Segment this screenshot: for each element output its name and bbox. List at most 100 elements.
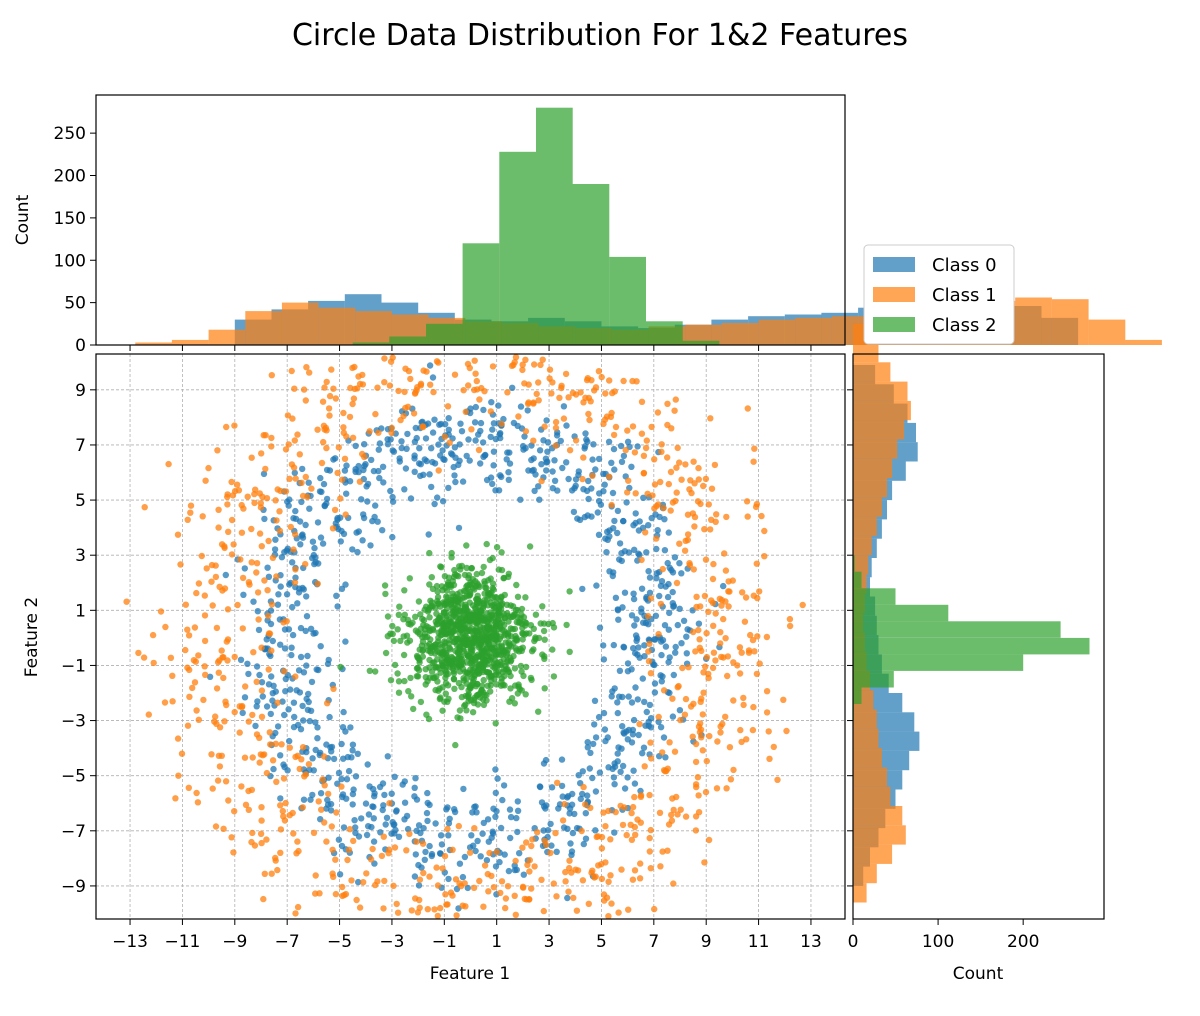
scatter-point-class-1 — [696, 644, 703, 651]
scatter-point-class-0 — [461, 853, 469, 861]
scatter-point-class-1 — [261, 870, 268, 877]
scatter-point-class-0 — [516, 850, 523, 857]
scatter-point-class-0 — [645, 522, 652, 529]
top-hist-ytick-label: 0 — [75, 336, 86, 356]
scatter-point-class-1 — [624, 489, 631, 496]
scatter-point-class-0 — [497, 824, 505, 832]
scatter-point-class-1 — [254, 589, 262, 596]
scatter-point-class-1 — [722, 635, 729, 642]
scatter-point-class-2 — [489, 594, 496, 602]
scatter-point-class-1 — [276, 527, 284, 534]
scatter-point-class-0 — [513, 814, 520, 822]
scatter-point-class-0 — [265, 681, 273, 688]
scatter-point-class-1 — [605, 807, 612, 815]
scatter-point-class-0 — [334, 603, 341, 610]
top-hist-bar-class-2 — [646, 321, 683, 345]
scatter-point-class-1 — [299, 804, 306, 811]
right-hist-bar-class-1 — [853, 400, 911, 421]
scatter-point-class-1 — [296, 765, 303, 773]
scatter-point-class-0 — [445, 484, 452, 492]
scatter-point-class-1 — [185, 632, 193, 639]
scatter-point-class-0 — [589, 774, 596, 782]
scatter-point-class-1 — [705, 608, 712, 615]
scatter-point-class-0 — [287, 686, 294, 693]
right-hist-bar-class-1 — [853, 497, 882, 517]
scatter-point-class-1 — [281, 817, 289, 824]
scatter-point-class-0 — [364, 761, 371, 768]
scatter-point-class-1 — [559, 817, 567, 824]
scatter-point-class-0 — [472, 403, 479, 411]
scatter-point-class-0 — [439, 447, 446, 454]
scatter-point-class-1 — [681, 547, 689, 554]
scatter-point-class-1 — [739, 589, 746, 596]
scatter-point-class-1 — [610, 431, 618, 439]
scatter-point-class-1 — [466, 364, 473, 372]
scatter-point-class-1 — [573, 907, 581, 914]
scatter-point-class-0 — [241, 694, 249, 701]
scatter-point-class-0 — [505, 476, 512, 483]
scatter-point-class-1 — [703, 653, 711, 661]
scatter-point-class-2 — [444, 698, 451, 705]
scatter-point-class-0 — [568, 848, 576, 855]
scatter-point-class-2 — [429, 603, 436, 610]
scatter-point-class-0 — [528, 442, 535, 449]
scatter-point-class-0 — [611, 517, 618, 525]
scatter-point-class-1 — [215, 524, 222, 531]
scatter-point-class-1 — [186, 693, 193, 700]
scatter-point-class-0 — [591, 721, 598, 728]
scatter-point-class-0 — [418, 864, 425, 871]
scatter-point-class-1 — [320, 438, 327, 446]
scatter-point-class-1 — [223, 638, 230, 645]
scatter-point-class-1 — [574, 867, 582, 874]
scatter-point-class-1 — [231, 808, 238, 815]
scatter-point-class-0 — [601, 481, 608, 488]
scatter-point-class-2 — [420, 617, 428, 624]
scatter-point-class-0 — [616, 667, 624, 674]
scatter-point-class-0 — [365, 811, 373, 818]
scatter-point-class-1 — [222, 778, 230, 785]
scatter-point-class-0 — [580, 840, 587, 848]
scatter-point-class-1 — [244, 493, 251, 500]
scatter-point-class-0 — [437, 420, 445, 428]
scatter-point-class-2 — [387, 630, 394, 637]
scatter-point-class-0 — [500, 782, 508, 789]
right-hist-bar-class-2 — [853, 571, 862, 589]
scatter-point-class-1 — [481, 388, 488, 395]
scatter-point-class-1 — [673, 489, 680, 496]
scatter-point-class-1 — [277, 802, 284, 809]
scatter-point-class-1 — [629, 803, 637, 811]
scatter-point-class-1 — [443, 901, 450, 908]
scatter-point-class-1 — [257, 830, 265, 837]
scatter-point-class-2 — [451, 571, 459, 578]
scatter-point-class-1 — [653, 535, 660, 542]
scatter-point-class-1 — [612, 808, 619, 816]
scatter-point-class-2 — [522, 594, 529, 601]
scatter-point-class-0 — [380, 479, 387, 486]
scatter-point-class-2 — [425, 624, 432, 631]
scatter-point-class-1 — [141, 504, 148, 511]
scatter-point-class-0 — [631, 546, 638, 553]
scatter-point-class-1 — [345, 846, 353, 853]
scatter-point-class-1 — [342, 511, 349, 518]
top-hist-ytick-label: 200 — [54, 167, 86, 187]
scatter-point-class-1 — [386, 800, 393, 807]
scatter-point-class-1 — [262, 465, 269, 473]
scatter-point-class-0 — [323, 466, 331, 474]
scatter-point-class-2 — [528, 676, 535, 684]
scatter-point-class-1 — [512, 911, 519, 918]
scatter-point-class-1 — [702, 663, 709, 670]
scatter-point-class-1 — [724, 653, 732, 660]
scatter-point-class-1 — [724, 672, 731, 680]
scatter-point-class-1 — [290, 464, 298, 471]
scatter-point-class-0 — [376, 783, 384, 791]
scatter-point-class-0 — [611, 781, 618, 788]
scatter-point-class-1 — [222, 698, 229, 705]
scatter-point-class-0 — [653, 575, 660, 582]
scatter-point-class-1 — [259, 752, 266, 759]
scatter-point-class-0 — [575, 468, 582, 475]
right-hist-xtick-label: 0 — [848, 932, 859, 952]
scatter-point-class-0 — [602, 737, 609, 745]
scatter-point-class-0 — [611, 829, 618, 836]
scatter-point-class-2 — [498, 678, 505, 685]
scatter-point-class-0 — [683, 650, 690, 657]
